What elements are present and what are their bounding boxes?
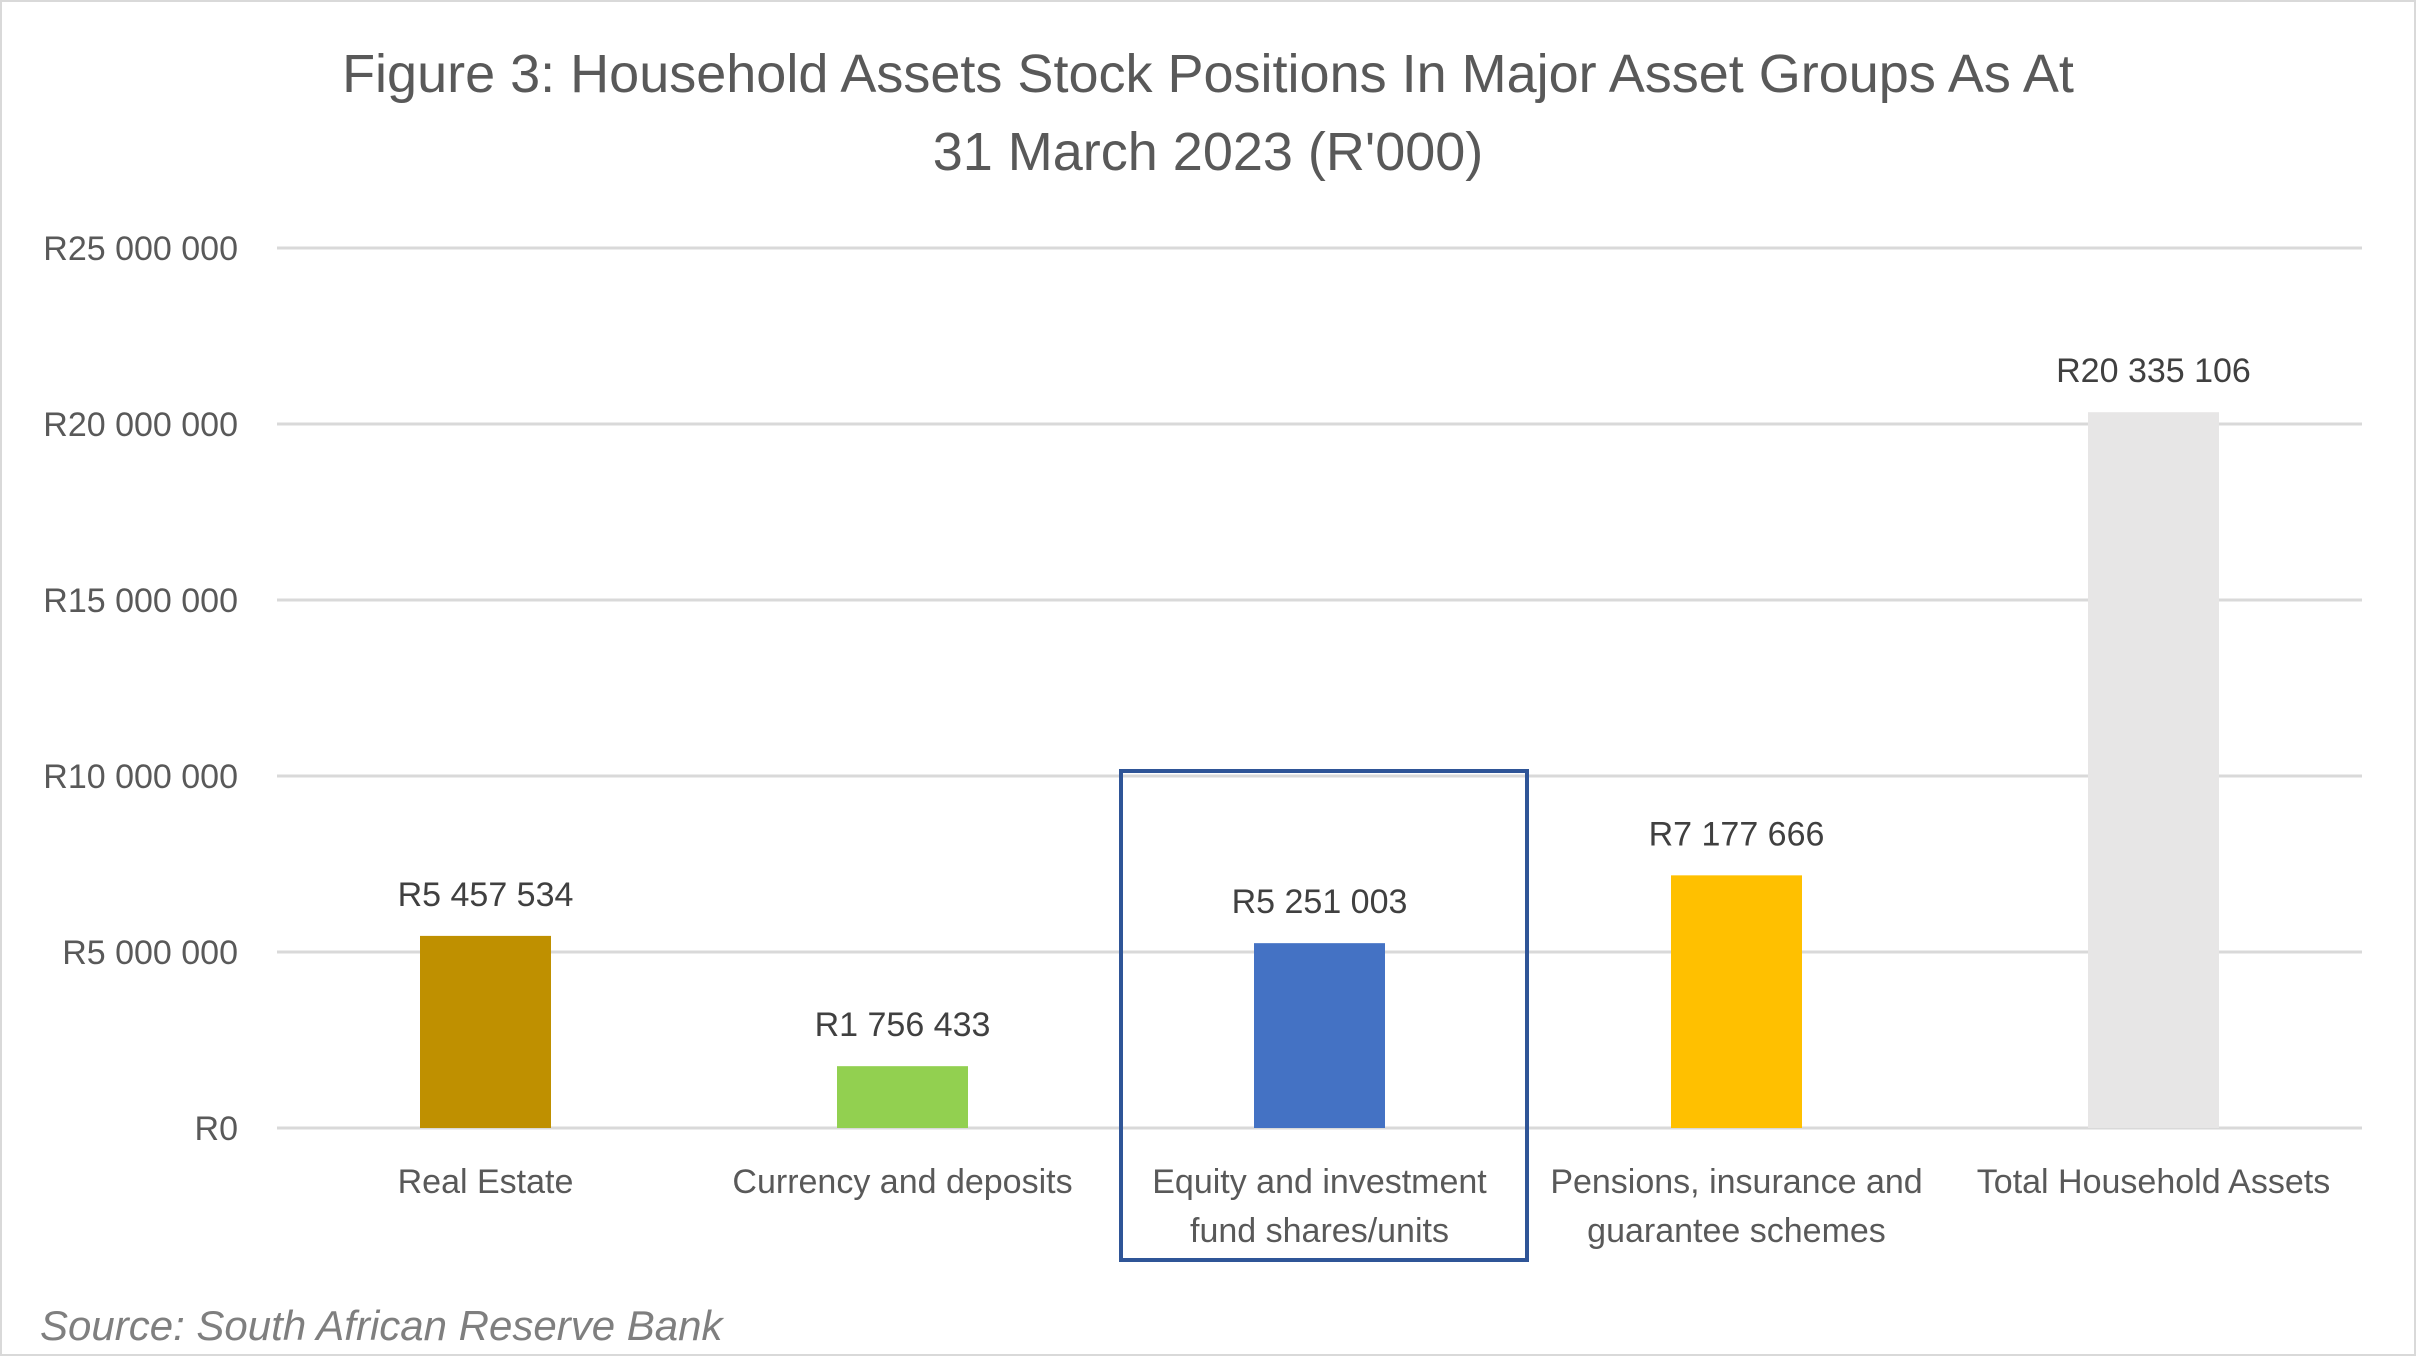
highlight-box [1119, 769, 1529, 1262]
y-tick-label: R15 000 000 [43, 582, 238, 620]
x-tick-label: Real Estate [398, 1163, 574, 1201]
y-tick-label: R5 000 000 [62, 934, 238, 972]
y-tick-label: R10 000 000 [43, 758, 238, 796]
data-label: R20 335 106 [2056, 352, 2251, 390]
bar [1671, 875, 1802, 1128]
chart-title-line-2: 31 March 2023 (R'000) [933, 122, 1484, 182]
x-tick-label: guarantee schemes [1587, 1212, 1886, 1250]
y-tick-label: R20 000 000 [43, 406, 238, 444]
x-tick-label: Currency and deposits [732, 1163, 1072, 1201]
x-tick-label: Equity and investment [1152, 1163, 1487, 1201]
source-note: Source: South African Reserve Bank [40, 1302, 724, 1349]
bar [420, 935, 551, 1128]
x-tick-label: Total Household Assets [1977, 1163, 2330, 1201]
bar [837, 1066, 968, 1128]
chart-title-line-1: Figure 3: Household Assets Stock Positio… [342, 44, 2074, 104]
data-label: R5 457 534 [398, 876, 574, 914]
bar [2088, 412, 2219, 1129]
x-tick-label: fund shares/units [1190, 1212, 1449, 1250]
y-tick-label: R0 [195, 1110, 238, 1148]
bar [1254, 943, 1385, 1128]
y-tick-label: R25 000 000 [43, 230, 238, 268]
x-tick-label: Pensions, insurance and [1550, 1163, 1922, 1201]
data-label: R1 756 433 [815, 1006, 991, 1044]
data-label: R5 251 003 [1232, 883, 1408, 921]
data-label: R7 177 666 [1649, 815, 1825, 853]
